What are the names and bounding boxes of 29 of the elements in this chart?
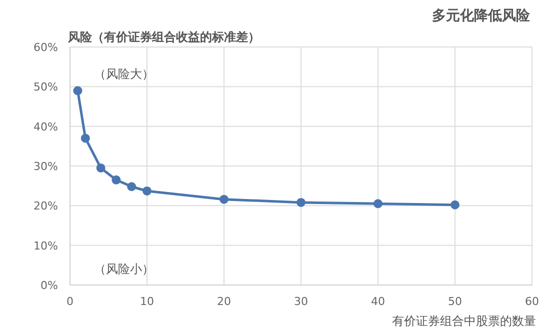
y-tick-label: 50%: [34, 80, 58, 94]
point: [374, 199, 382, 208]
point: [112, 175, 121, 184]
y-tick-label: 10%: [34, 239, 58, 252]
point: [127, 182, 136, 192]
point: [296, 198, 306, 207]
y-tick-label: 60%: [34, 41, 58, 54]
x-tick-label: 20: [217, 295, 231, 308]
point: [220, 194, 228, 204]
point: [96, 163, 106, 172]
x-tick-label: 30: [294, 295, 308, 308]
chart-title: 多元化降低风险: [432, 8, 531, 24]
annotation: （风险大）: [94, 66, 154, 81]
x-tick-label: 50: [448, 295, 462, 308]
point: [80, 134, 90, 143]
x-tick-label: 60: [525, 295, 539, 308]
point: [142, 186, 152, 196]
x-axis-title: 有价证券组合中股票的数量: [392, 314, 536, 328]
y-tick-label: 20%: [34, 200, 58, 213]
point: [450, 200, 460, 210]
point: [73, 86, 82, 96]
x-tick-label: 40: [371, 295, 385, 308]
y-tick-label: 30%: [34, 160, 58, 173]
y-tick-label: 40%: [34, 120, 58, 134]
y-tick-label: 0%: [40, 279, 58, 292]
x-tick-label: 0: [66, 295, 74, 308]
annotation: （风险小）: [94, 262, 154, 276]
y-axis-title: 风险（有价证券组合收益的标准差）: [67, 30, 260, 44]
x-tick-label: 10: [140, 295, 154, 308]
